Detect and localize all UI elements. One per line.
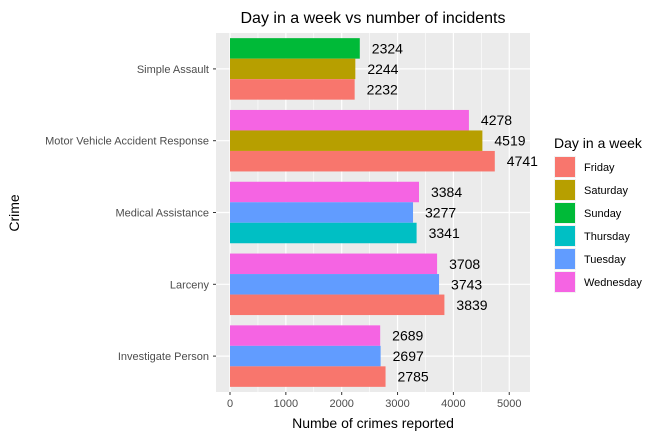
bar-value-label: 2324 <box>372 40 403 56</box>
bar <box>230 38 360 59</box>
bar <box>230 130 483 151</box>
y-tick-label: Larceny <box>170 279 210 291</box>
legend-key-swatch <box>555 226 575 246</box>
bar-value-label: 2244 <box>367 61 398 77</box>
bar <box>230 274 440 295</box>
y-axis-title: Crime <box>6 194 22 232</box>
legend-label: Wednesday <box>584 277 642 289</box>
bar <box>230 202 414 223</box>
x-axis-title: Numbe of crimes reported <box>292 415 454 431</box>
bar <box>230 345 381 367</box>
bar <box>230 150 495 172</box>
x-axis: 0 1000 2000 3000 4000 5000 <box>227 392 521 410</box>
x-tick-label: 3000 <box>385 398 409 410</box>
y-tick-label: Investigate Person <box>118 351 209 363</box>
legend-label: Tuesday <box>584 254 626 266</box>
bar <box>230 294 445 316</box>
bar-value-label: 2697 <box>393 348 424 364</box>
legend-label: Sunday <box>584 208 622 220</box>
bar <box>230 109 469 131</box>
chart-title: Day in a week vs number of incidents <box>240 10 505 27</box>
legend-key-swatch <box>555 180 575 200</box>
bar <box>230 253 438 275</box>
bars <box>230 38 495 387</box>
bar-value-label: 2785 <box>398 369 429 385</box>
bar <box>230 181 419 203</box>
bar <box>230 222 417 244</box>
legend-key-swatch <box>555 272 575 292</box>
x-tick-label: 1000 <box>274 398 298 410</box>
bar <box>230 366 386 387</box>
legend-label: Saturday <box>584 185 629 197</box>
legend-key-swatch <box>555 157 575 177</box>
y-tick-label: Medical Assistance <box>115 208 209 220</box>
bar <box>230 325 381 346</box>
bar-value-label: 3384 <box>431 184 462 200</box>
value-labels: 2324 2244 2232 4278 4519 4741 3384 3277 3341 3708… <box>367 40 538 384</box>
bar <box>230 58 356 80</box>
y-tick-label: Motor Vehicle Accident Response <box>45 136 209 148</box>
y-axis: Simple Assault Motor Vehicle Accident Res… <box>45 64 216 363</box>
bar-value-label: 3839 <box>456 297 487 313</box>
bar <box>230 79 355 100</box>
bar-value-label: 3341 <box>429 225 460 241</box>
legend-key-swatch <box>555 203 575 223</box>
bar-value-label: 3743 <box>451 276 482 292</box>
legend-key-swatch <box>555 249 575 269</box>
x-tick-label: 2000 <box>329 398 353 410</box>
x-tick-label: 0 <box>227 398 233 410</box>
legend-title: Day in a week <box>554 135 643 151</box>
bar-value-label: 4278 <box>481 112 512 128</box>
legend: Day in a week Friday Saturday Sunday Thursd… <box>554 135 643 293</box>
legend-label: Thursday <box>584 231 630 243</box>
x-tick-label: 5000 <box>497 398 521 410</box>
bar-value-label: 4741 <box>507 153 538 169</box>
bar-value-label: 4519 <box>494 133 525 149</box>
bar-value-label: 2232 <box>367 81 398 97</box>
legend-label: Friday <box>584 162 615 174</box>
y-tick-label: Simple Assault <box>137 64 209 76</box>
bar-value-label: 3708 <box>449 256 480 272</box>
bar-value-label: 2689 <box>392 328 423 344</box>
bar-value-label: 3277 <box>425 205 456 221</box>
x-tick-label: 4000 <box>441 398 465 410</box>
